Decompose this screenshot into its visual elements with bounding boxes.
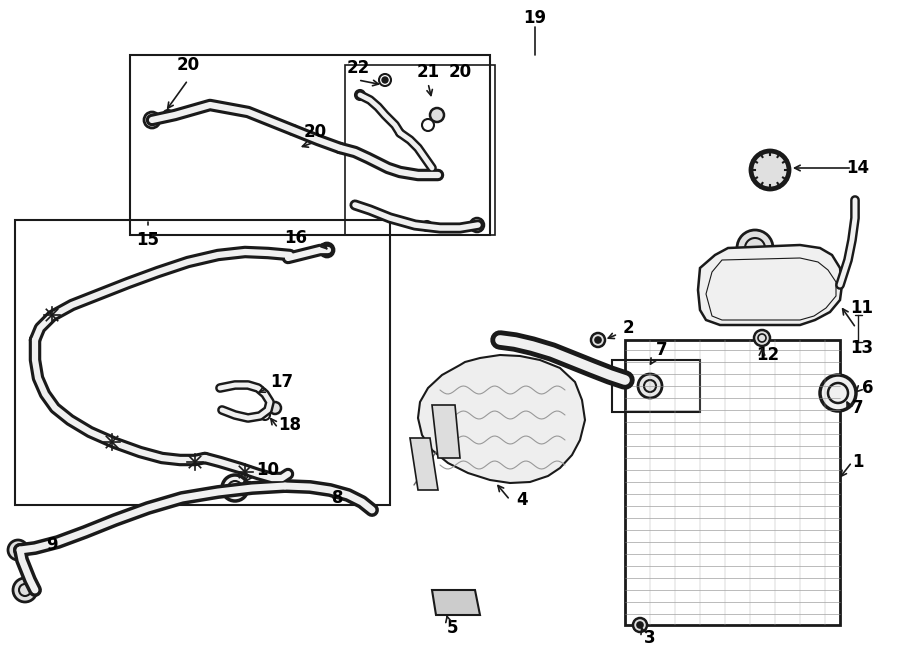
Bar (130, 55, 490, 235)
Text: 16: 16 (284, 229, 308, 247)
Text: 14: 14 (846, 159, 869, 177)
Text: 10: 10 (256, 461, 280, 479)
Text: 6: 6 (862, 379, 874, 397)
Text: 7: 7 (656, 341, 668, 359)
Text: 18: 18 (278, 416, 302, 434)
Circle shape (430, 108, 444, 122)
Text: 21: 21 (417, 63, 439, 81)
Circle shape (222, 475, 248, 501)
Text: 5: 5 (446, 619, 458, 637)
Circle shape (320, 243, 334, 257)
Text: 17: 17 (270, 373, 293, 391)
Text: 4: 4 (517, 491, 527, 509)
Bar (345, 65, 495, 235)
Polygon shape (418, 355, 585, 483)
Text: 9: 9 (46, 536, 58, 554)
Circle shape (754, 330, 770, 346)
Circle shape (637, 622, 643, 628)
Text: 1: 1 (852, 453, 864, 471)
Text: 22: 22 (346, 59, 370, 77)
Text: 20: 20 (176, 56, 200, 74)
Circle shape (144, 112, 160, 128)
Polygon shape (410, 438, 438, 490)
Text: 2: 2 (622, 319, 634, 337)
Polygon shape (432, 405, 460, 458)
Text: 15: 15 (137, 231, 159, 249)
Text: 11: 11 (850, 299, 874, 317)
Text: 20: 20 (448, 63, 472, 81)
Text: 3: 3 (644, 629, 656, 647)
Text: 20: 20 (303, 123, 327, 141)
Circle shape (269, 402, 281, 414)
Text: 13: 13 (850, 339, 874, 357)
Bar (15, 220, 390, 505)
Bar (625, 340, 840, 625)
Circle shape (13, 578, 37, 602)
Circle shape (591, 333, 605, 347)
Circle shape (595, 337, 601, 343)
Text: 12: 12 (756, 346, 779, 364)
Circle shape (638, 374, 662, 398)
Circle shape (737, 230, 773, 266)
Circle shape (820, 375, 856, 411)
Circle shape (8, 540, 28, 560)
Text: 7: 7 (852, 399, 864, 417)
Polygon shape (432, 590, 480, 615)
Circle shape (382, 77, 388, 83)
Circle shape (470, 218, 484, 232)
Bar (612, 360, 700, 412)
Circle shape (752, 152, 788, 188)
Text: 8: 8 (332, 489, 344, 507)
Polygon shape (698, 245, 842, 325)
Text: 19: 19 (524, 9, 546, 27)
Circle shape (633, 618, 647, 632)
